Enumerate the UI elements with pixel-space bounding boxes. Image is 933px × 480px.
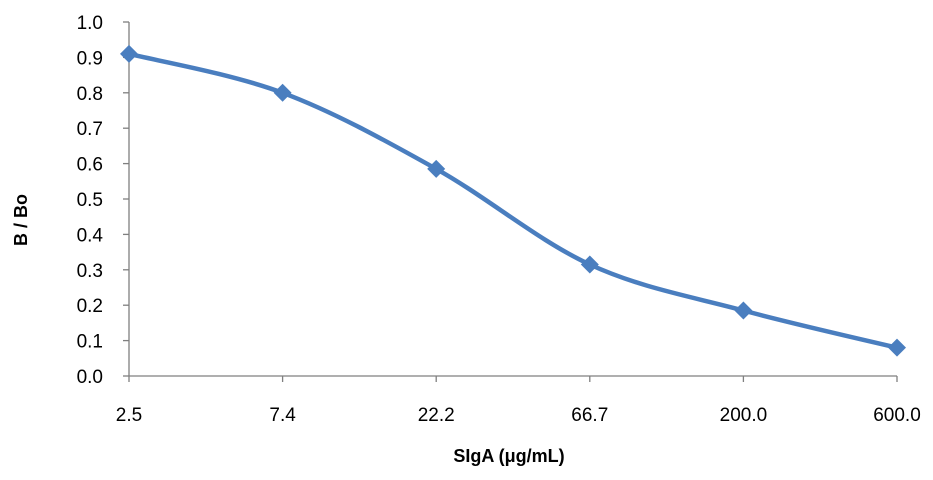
y-axis-ticks: 0.0 0.1 0.2 0.3 0.4 0.5 0.6 0.7 0.8 0.9 1.0: [77, 13, 129, 388]
data-point-marker: [734, 301, 753, 320]
data-point-marker: [580, 255, 599, 274]
y-tick-label: 0.6: [77, 155, 103, 176]
y-tick-label: 1.0: [77, 13, 103, 34]
y-tick-label: 0.1: [77, 332, 103, 353]
x-tick-label: 2.5: [116, 405, 142, 426]
y-axis-title: B / Bo: [11, 194, 31, 246]
data-point-marker: [273, 83, 292, 102]
y-tick-label: 0.4: [77, 225, 104, 246]
x-tick-label: 7.4: [269, 405, 296, 426]
x-axis-title: SIgA (μg/mL): [453, 446, 564, 466]
y-tick-label: 0.3: [77, 261, 103, 282]
y-tick-label: 0.9: [77, 48, 103, 69]
x-tick-label: 200.0: [720, 405, 768, 426]
data-point-marker: [120, 44, 138, 63]
y-tick-label: 0.5: [77, 190, 103, 211]
axes: [128, 22, 897, 377]
y-tick-label: 0.7: [77, 119, 103, 140]
series-layer: [120, 44, 906, 357]
y-tick-label: 0.8: [77, 84, 103, 105]
series-line: [126, 51, 900, 350]
y-tick-label: 0.0: [77, 367, 103, 388]
x-tick-label: 66.7: [571, 405, 608, 426]
data-point-marker: [888, 338, 906, 357]
x-tick-label: 600.0: [873, 405, 921, 426]
x-tick-label: 22.2: [418, 405, 455, 426]
data-point-marker: [427, 159, 446, 178]
x-axis-ticks: 2.5 7.4 22.2 66.7 200.0 600.0: [116, 376, 921, 426]
y-tick-label: 0.2: [77, 296, 103, 317]
